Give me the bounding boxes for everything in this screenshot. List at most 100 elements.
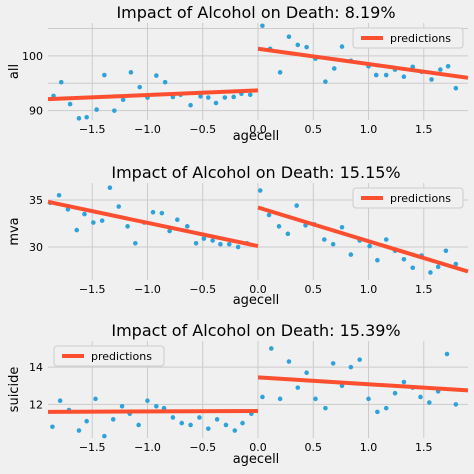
- data-point: [218, 241, 223, 247]
- data-point: [133, 240, 138, 246]
- data-point: [428, 270, 433, 275]
- data-point: [226, 241, 232, 247]
- data-point: [383, 72, 389, 78]
- y-axis-label: all: [7, 64, 22, 79]
- data-point: [331, 66, 337, 71]
- data-point: [179, 420, 185, 426]
- data-point: [57, 398, 63, 403]
- data-point: [453, 261, 459, 267]
- data-point: [154, 403, 159, 409]
- data-point: [161, 405, 167, 411]
- data-point: [145, 398, 150, 403]
- x-axis-label: agecell: [233, 129, 280, 144]
- data-point: [56, 192, 62, 198]
- data-point: [116, 204, 122, 209]
- chart-title: Impact of Alcohol on Death: 15.15%: [111, 163, 400, 182]
- data-point: [231, 94, 236, 100]
- data-point: [76, 428, 82, 433]
- data-point: [453, 85, 459, 91]
- x-tick-label: 1.0: [360, 123, 378, 136]
- x-tick-label: 0.5: [305, 441, 323, 454]
- x-tick-label: 1.5: [415, 283, 433, 296]
- legend: predictions: [53, 345, 165, 367]
- data-point: [357, 357, 362, 362]
- data-point: [295, 42, 301, 48]
- legend-box: [352, 187, 464, 209]
- x-tick-label: 0.0: [249, 123, 267, 136]
- x-tick-label: 0.5: [305, 283, 323, 296]
- data-point: [401, 256, 407, 262]
- data-point: [339, 224, 345, 230]
- data-point: [175, 217, 180, 223]
- legend-label: predictions: [390, 32, 451, 45]
- data-point: [443, 248, 449, 254]
- y-tick-label: 90: [29, 105, 43, 118]
- data-point: [435, 264, 441, 270]
- data-point: [201, 236, 207, 241]
- data-point: [427, 400, 432, 405]
- data-point: [184, 224, 190, 229]
- data-point: [162, 79, 168, 85]
- prediction-line-segment: [257, 205, 469, 274]
- y-axis-label: mva: [7, 217, 22, 245]
- data-point: [418, 394, 423, 400]
- data-point: [277, 396, 283, 402]
- x-tick-label: 1.0: [360, 441, 378, 454]
- data-point: [91, 220, 96, 225]
- data-point: [232, 428, 238, 433]
- data-point: [348, 364, 354, 370]
- x-tick-label: −1.5: [79, 441, 106, 454]
- y-tick-label: 30: [29, 241, 43, 254]
- data-point: [268, 346, 274, 351]
- data-point: [266, 212, 272, 218]
- data-point: [323, 405, 328, 411]
- data-point: [107, 185, 113, 191]
- prediction-line-segment: [47, 88, 259, 102]
- y-tick-label: 100: [22, 50, 43, 63]
- data-point: [429, 77, 434, 82]
- y-axis-label: suicide: [7, 367, 22, 413]
- data-point: [392, 390, 398, 396]
- data-point: [102, 433, 107, 439]
- legend-box: [53, 345, 165, 367]
- data-point: [444, 351, 450, 357]
- data-point: [366, 396, 371, 402]
- data-point: [93, 396, 98, 402]
- data-point: [150, 209, 156, 215]
- data-point: [120, 97, 126, 103]
- data-point: [222, 95, 228, 100]
- data-point: [367, 243, 372, 249]
- data-point: [213, 100, 219, 106]
- x-tick-label: 0.5: [305, 123, 323, 136]
- x-tick-label: −1.0: [134, 123, 161, 136]
- data-point: [102, 72, 107, 78]
- data-point: [375, 257, 380, 263]
- chart-title: Impact of Alcohol on Death: 15.39%: [111, 321, 400, 340]
- x-tick-label: 1.5: [415, 441, 433, 454]
- data-point: [323, 79, 328, 84]
- data-point: [167, 228, 172, 234]
- data-point: [159, 210, 165, 216]
- data-point: [383, 405, 389, 411]
- x-tick-label: −1.5: [79, 123, 106, 136]
- y-tick-label: 14: [29, 361, 43, 374]
- data-point: [58, 79, 64, 85]
- data-point: [193, 240, 199, 246]
- legend-box: [352, 27, 464, 49]
- data-point: [112, 108, 117, 113]
- data-point: [84, 418, 89, 424]
- legend-label: predictions: [91, 350, 152, 363]
- data-point: [348, 252, 354, 257]
- data-point: [128, 70, 134, 75]
- data-point: [76, 116, 82, 121]
- x-tick-label: 0.0: [249, 441, 267, 454]
- data-point: [257, 188, 263, 193]
- data-point: [50, 424, 55, 430]
- data-point: [188, 102, 193, 108]
- y-tick-label: 35: [29, 194, 43, 207]
- data-point: [110, 417, 116, 422]
- data-point: [285, 231, 291, 237]
- data-point: [438, 67, 443, 72]
- data-point: [210, 238, 215, 243]
- data-point: [205, 95, 211, 100]
